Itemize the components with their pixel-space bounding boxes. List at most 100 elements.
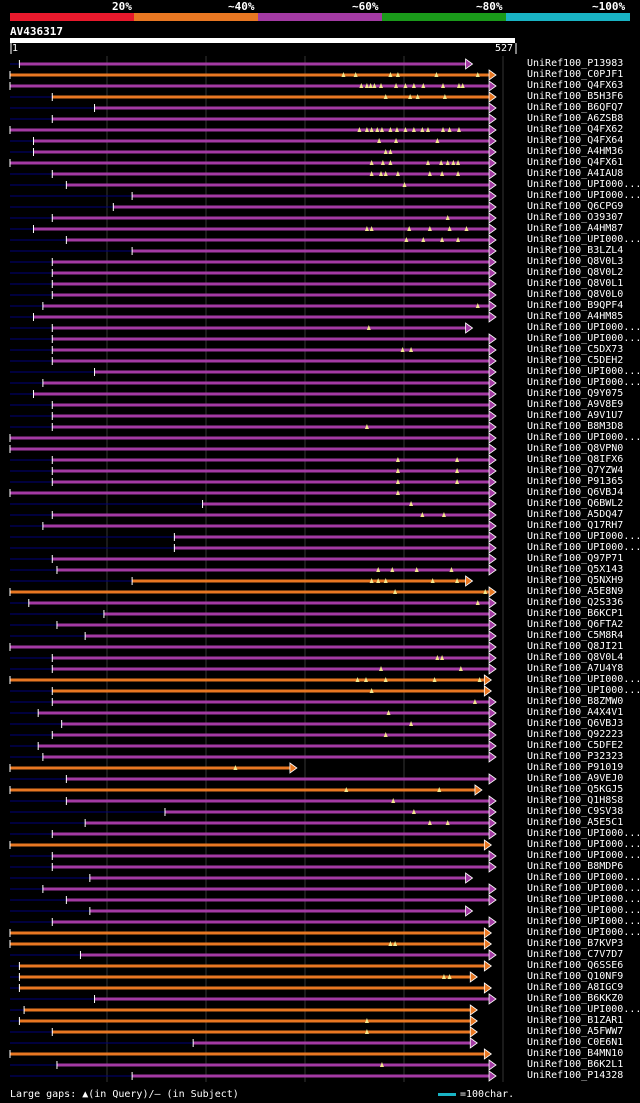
hit-end-arrow bbox=[488, 916, 497, 928]
hit-label[interactable]: UniRef100_P91019 bbox=[527, 762, 624, 773]
hit-label[interactable]: UniRef100_Q8IFX6 bbox=[527, 454, 624, 465]
hit-bar bbox=[66, 799, 490, 803]
hit-label[interactable]: UniRef100_A4IAU8 bbox=[527, 168, 624, 179]
hit-label[interactable]: UniRef100_Q8V0L1 bbox=[527, 278, 624, 289]
hit-label[interactable]: UniRef100_UPI000... bbox=[527, 905, 640, 916]
hit-label[interactable]: UniRef100_UPI000... bbox=[527, 190, 640, 201]
hit-label[interactable]: UniRef100_A6ZSB8 bbox=[527, 113, 624, 124]
hit-bar bbox=[52, 117, 490, 121]
hit-label[interactable]: UniRef100_Q8V0L4 bbox=[527, 652, 624, 663]
hit-label[interactable]: UniRef100_Q6BWL2 bbox=[527, 498, 624, 509]
hit-label[interactable]: UniRef100_B8MDP6 bbox=[527, 861, 624, 872]
hit-label[interactable]: UniRef100_B3LZL4 bbox=[527, 245, 624, 256]
hit-label[interactable]: UniRef100_P14328 bbox=[527, 1070, 624, 1081]
gap-marker bbox=[411, 83, 416, 88]
hit-label[interactable]: UniRef100_B6QFQ7 bbox=[527, 102, 624, 113]
hit-label[interactable]: UniRef100_B6KCP1 bbox=[527, 608, 624, 619]
hit-label[interactable]: UniRef100_UPI000... bbox=[527, 234, 640, 245]
gap-marker bbox=[456, 83, 461, 88]
hit-label[interactable]: UniRef100_UPI000... bbox=[527, 377, 640, 388]
hit-label[interactable]: UniRef100_UPI000... bbox=[527, 916, 640, 927]
hit-label[interactable]: UniRef100_UPI000... bbox=[527, 685, 640, 696]
hit-label[interactable]: UniRef100_A5DQ47 bbox=[527, 509, 624, 520]
hit-label[interactable]: UniRef100_A7U4Y8 bbox=[527, 663, 624, 674]
hit-label[interactable]: UniRef100_C5M8R4 bbox=[527, 630, 624, 641]
hit-label[interactable]: UniRef100_C7V7D7 bbox=[527, 949, 624, 960]
hit-label[interactable]: UniRef100_UPI000... bbox=[527, 850, 640, 861]
hit-label[interactable]: UniRef100_A9V8E9 bbox=[527, 399, 624, 410]
hit-label[interactable]: UniRef100_UPI000... bbox=[527, 839, 640, 850]
hit-label[interactable]: UniRef100_A4X4V1 bbox=[527, 707, 624, 718]
hit-label[interactable]: UniRef100_C9SV38 bbox=[527, 806, 624, 817]
hit-label[interactable]: UniRef100_C5DX73 bbox=[527, 344, 624, 355]
hit-label[interactable]: UniRef100_Q97P71 bbox=[527, 553, 624, 564]
hit-bar bbox=[10, 590, 490, 594]
hit-label[interactable]: UniRef100_Q10NF9 bbox=[527, 971, 624, 982]
hit-label[interactable]: UniRef100_C0E6N1 bbox=[527, 1037, 624, 1048]
hit-label[interactable]: UniRef100_B4MN10 bbox=[527, 1048, 624, 1059]
hit-label[interactable]: UniRef100_C5DFE2 bbox=[527, 740, 624, 751]
hit-label[interactable]: UniRef100_Q6FTA2 bbox=[527, 619, 624, 630]
hit-label[interactable]: UniRef100_C5DEH2 bbox=[527, 355, 624, 366]
hit-label[interactable]: UniRef100_Q17RH7 bbox=[527, 520, 624, 531]
hit-label[interactable]: UniRef100_A4HM85 bbox=[527, 311, 624, 322]
hit-label[interactable]: UniRef100_Q92223 bbox=[527, 729, 624, 740]
hit-label[interactable]: UniRef100_B7KVP3 bbox=[527, 938, 624, 949]
hit-label[interactable]: UniRef100_B8ZMW0 bbox=[527, 696, 624, 707]
hit-label[interactable]: UniRef100_UPI000... bbox=[527, 432, 640, 443]
hit-label[interactable]: UniRef100_Q8JI21 bbox=[527, 641, 624, 652]
hit-label[interactable]: UniRef100_A4HM87 bbox=[527, 223, 624, 234]
hit-end-arrow bbox=[488, 344, 497, 356]
hit-label[interactable]: UniRef100_C0PJF1 bbox=[527, 69, 624, 80]
hit-label[interactable]: UniRef100_UPI000... bbox=[527, 828, 640, 839]
hit-label[interactable]: UniRef100_Q1H8S8 bbox=[527, 795, 624, 806]
hit-label[interactable]: UniRef100_UPI000... bbox=[527, 366, 640, 377]
hit-label[interactable]: UniRef100_B5H3F6 bbox=[527, 91, 624, 102]
hit-label[interactable]: UniRef100_Q4FX63 bbox=[527, 80, 624, 91]
hit-label[interactable]: UniRef100_Q8V0L2 bbox=[527, 267, 624, 278]
hit-label[interactable]: UniRef100_B6K2L1 bbox=[527, 1059, 624, 1070]
hit-label[interactable]: UniRef100_A5FWW7 bbox=[527, 1026, 624, 1037]
hit-label[interactable]: UniRef100_UPI000... bbox=[527, 179, 640, 190]
hit-label[interactable]: UniRef100_UPI000... bbox=[527, 322, 640, 333]
hit-label[interactable]: UniRef100_Q5KGJ5 bbox=[527, 784, 624, 795]
hit-label[interactable]: UniRef100_Q5X143 bbox=[527, 564, 624, 575]
hit-label[interactable]: UniRef100_UPI000... bbox=[527, 872, 640, 883]
hit-label[interactable]: UniRef100_UPI000... bbox=[527, 883, 640, 894]
hit-label[interactable]: UniRef100_B1ZAR1 bbox=[527, 1015, 624, 1026]
hit-label[interactable]: UniRef100_Q4FX64 bbox=[527, 135, 624, 146]
hit-label[interactable]: UniRef100_UPI000... bbox=[527, 333, 640, 344]
hit-label[interactable]: UniRef100_UPI000... bbox=[527, 1004, 640, 1015]
hit-label[interactable]: UniRef100_O39307 bbox=[527, 212, 624, 223]
hit-label[interactable]: UniRef100_A5E8N9 bbox=[527, 586, 624, 597]
hit-label[interactable]: UniRef100_B9QPF4 bbox=[527, 300, 624, 311]
hit-label[interactable]: UniRef100_Q9Y075 bbox=[527, 388, 624, 399]
hit-label[interactable]: UniRef100_Q4FX62 bbox=[527, 124, 624, 135]
hit-label[interactable]: UniRef100_A9V1U7 bbox=[527, 410, 624, 421]
hit-label[interactable]: UniRef100_Q6VBJ3 bbox=[527, 718, 624, 729]
hit-label[interactable]: UniRef100_A9VEJ0 bbox=[527, 773, 624, 784]
hit-label[interactable]: UniRef100_UPI000... bbox=[527, 894, 640, 905]
hit-label[interactable]: UniRef100_Q8VPN0 bbox=[527, 443, 624, 454]
hit-label[interactable]: UniRef100_A4HM36 bbox=[527, 146, 624, 157]
hit-label[interactable]: UniRef100_Q7YZW4 bbox=[527, 465, 624, 476]
hit-label[interactable]: UniRef100_P91365 bbox=[527, 476, 624, 487]
hit-label[interactable]: UniRef100_Q2S336 bbox=[527, 597, 624, 608]
hit-label[interactable]: UniRef100_B6KKZ0 bbox=[527, 993, 624, 1004]
hit-label[interactable]: UniRef100_P13983 bbox=[527, 58, 624, 69]
hit-label[interactable]: UniRef100_Q8V0L0 bbox=[527, 289, 624, 300]
hit-label[interactable]: UniRef100_A5E5C1 bbox=[527, 817, 624, 828]
hit-label[interactable]: UniRef100_UPI000... bbox=[527, 531, 640, 542]
hit-label[interactable]: UniRef100_UPI000... bbox=[527, 542, 640, 553]
hit-label[interactable]: UniRef100_Q6SSE6 bbox=[527, 960, 624, 971]
hit-label[interactable]: UniRef100_UPI000... bbox=[527, 927, 640, 938]
hit-label[interactable]: UniRef100_P32323 bbox=[527, 751, 624, 762]
hit-label[interactable]: UniRef100_Q6VBJ4 bbox=[527, 487, 624, 498]
hit-label[interactable]: UniRef100_Q4FX61 bbox=[527, 157, 624, 168]
hit-label[interactable]: UniRef100_Q6CPG9 bbox=[527, 201, 624, 212]
hit-label[interactable]: UniRef100_B8M3D8 bbox=[527, 421, 624, 432]
hit-label[interactable]: UniRef100_Q8V0L3 bbox=[527, 256, 624, 267]
hit-label[interactable]: UniRef100_Q5NXH9 bbox=[527, 575, 624, 586]
hit-label[interactable]: UniRef100_A8IGC9 bbox=[527, 982, 624, 993]
hit-label[interactable]: UniRef100_UPI000... bbox=[527, 674, 640, 685]
